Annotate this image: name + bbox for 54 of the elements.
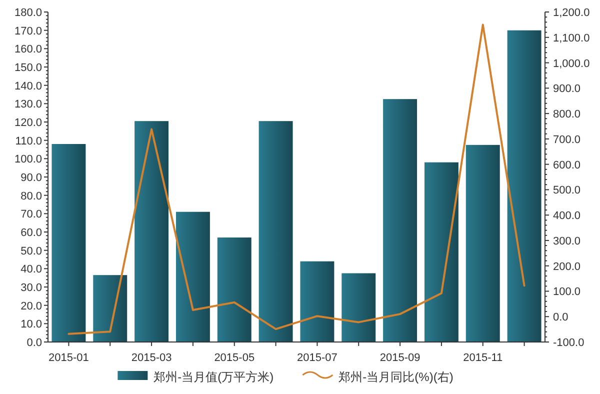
- y2-tick-label: 600.0: [553, 159, 581, 172]
- y2-tick-label: 800.0: [553, 108, 581, 121]
- y-tick-label: 60.0: [20, 227, 42, 239]
- y-tick-label: 120.0: [14, 117, 42, 129]
- y2-tick-label: 1,000.0: [553, 58, 590, 70]
- y-tick-label: 150.0: [14, 62, 42, 74]
- y-tick-label: 160.0: [14, 44, 42, 56]
- legend-label: 郑州-当月同比(%)(右): [338, 370, 454, 384]
- bar: [258, 121, 293, 342]
- y-tick-label: 180.0: [14, 7, 42, 19]
- x-tick-label: 2015-07: [297, 352, 338, 364]
- y2-tick-label: 1,200.0: [553, 7, 590, 19]
- bar: [176, 212, 210, 342]
- bar: [52, 144, 86, 342]
- y2-tick-label: 100.0: [553, 286, 581, 298]
- bar: [424, 162, 458, 342]
- y2-tick-label: 400.0: [553, 210, 581, 222]
- y2-tick-label: -100.0: [553, 337, 584, 349]
- y-tick-label: 40.0: [20, 264, 42, 276]
- bar: [507, 30, 542, 342]
- x-tick-label: 2015-09: [380, 352, 420, 364]
- y-tick-label: 0.0: [26, 337, 42, 349]
- y-tick-label: 170.0: [14, 25, 42, 38]
- y2-tick-label: 500.0: [553, 184, 581, 197]
- bar: [466, 144, 500, 342]
- bar: [217, 238, 252, 342]
- y-tick-label: 50.0: [20, 245, 42, 258]
- bar: [134, 121, 169, 342]
- line-series: [68, 24, 526, 335]
- legend-label: 郑州-当月值(万平方米): [154, 370, 274, 384]
- y2-tick-label: 1,100.0: [553, 32, 590, 44]
- x-tick-label: 2015-11: [463, 352, 503, 364]
- y2-tick-label: 0.0: [553, 312, 568, 324]
- bar: [93, 275, 128, 342]
- y-tick-label: 100.0: [14, 154, 42, 166]
- y-tick-label: 90.0: [20, 172, 42, 184]
- y-tick-label: 80.0: [20, 190, 42, 202]
- bar: [300, 261, 334, 342]
- y2-tick-label: 700.0: [553, 134, 581, 146]
- y2-tick-label: 900.0: [553, 83, 581, 96]
- y-tick-label: 70.0: [20, 208, 42, 221]
- y2-tick-label: 200.0: [553, 260, 581, 273]
- y-tick-label: 140.0: [14, 80, 42, 92]
- x-tick-label: 2015-01: [48, 352, 89, 364]
- y-tick-label: 30.0: [20, 282, 42, 294]
- bar: [342, 273, 376, 342]
- x-tick-label: 2015-05: [214, 352, 255, 364]
- y-tick-label: 20.0: [20, 300, 42, 312]
- x-tick-label: 2015-03: [131, 352, 172, 364]
- y2-tick-label: 300.0: [553, 235, 581, 248]
- y-tick-label: 10.0: [20, 318, 42, 331]
- y-tick-label: 130.0: [14, 98, 42, 111]
- y-tick-label: 110.0: [15, 135, 42, 148]
- bar: [383, 99, 418, 342]
